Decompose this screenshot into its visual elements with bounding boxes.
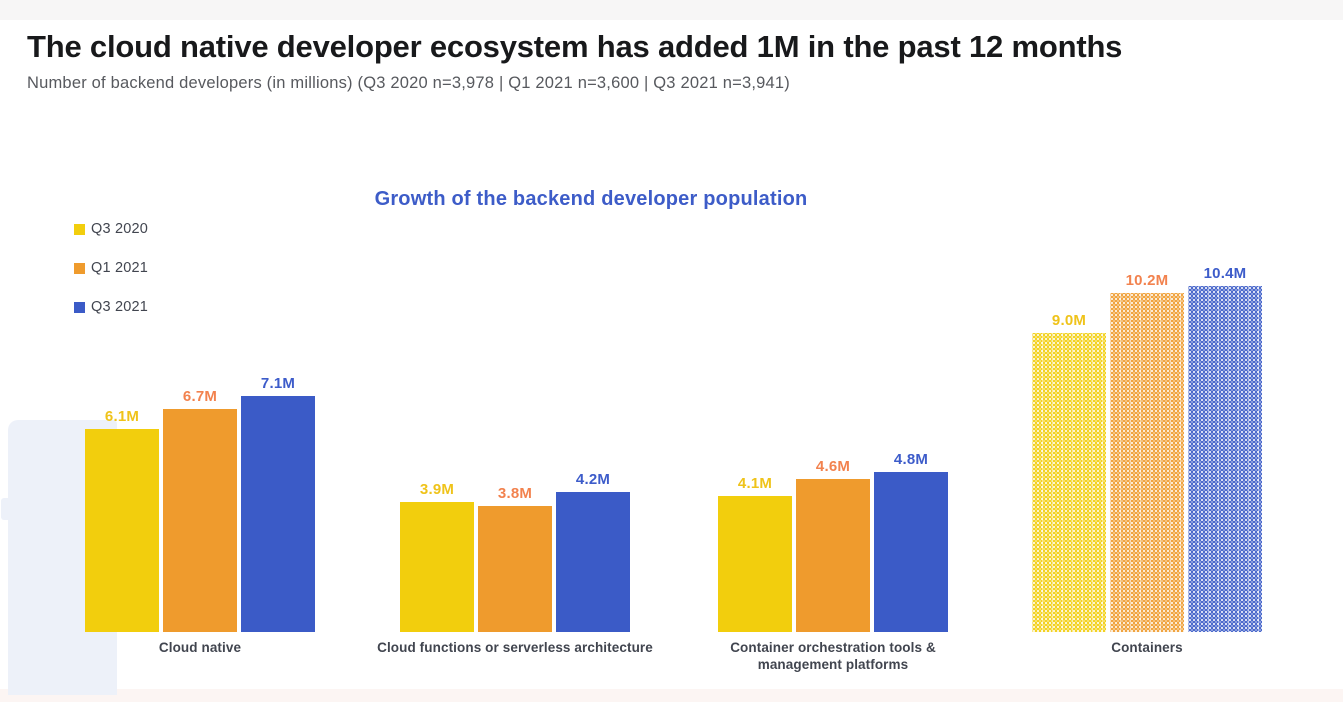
bar-value-label: 4.1M (737, 475, 773, 492)
bar-col-q1-2021-container-orchestration-tools-management-platforms: 4.6M (796, 458, 870, 632)
bar-col-q1-2021-cloud-native: 6.7M (163, 388, 237, 632)
bar-q3-2020-containers (1032, 333, 1106, 632)
page-title: The cloud native developer ecosystem has… (27, 29, 1123, 64)
bar-q3-2021-container-orchestration-tools-management-platforms (874, 472, 948, 632)
bar-value-label: 10.2M (1125, 272, 1169, 289)
bar-col-q3-2021-cloud-functions-or-serverless-architecture: 4.2M (556, 471, 630, 632)
page-subtitle: Number of backend developers (in million… (27, 73, 790, 92)
legend-item-q1-2021: Q1 2021 (74, 260, 148, 276)
bar-q3-2021-containers (1188, 286, 1262, 632)
bar-col-q3-2020-cloud-functions-or-serverless-architecture: 3.9M (400, 481, 474, 632)
bar-q3-2021-cloud-functions-or-serverless-architecture (556, 492, 630, 632)
bar-col-q3-2020-cloud-native: 6.1M (85, 408, 159, 632)
bar-value-label: 9.0M (1051, 312, 1087, 329)
bar-value-label: 4.6M (815, 458, 851, 475)
category-label-container-orchestration-tools-management-platforms: Container orchestration tools & manageme… (730, 640, 936, 672)
bar-q3-2020-container-orchestration-tools-management-platforms (718, 496, 792, 632)
bar-q1-2021-container-orchestration-tools-management-platforms (796, 479, 870, 632)
bar-col-q3-2021-cloud-native: 7.1M (241, 375, 315, 632)
bar-value-label: 10.4M (1203, 265, 1247, 282)
legend-item-q3-2021: Q3 2021 (74, 299, 148, 315)
bar-col-q1-2021-containers: 10.2M (1110, 272, 1184, 632)
bar-col-q3-2020-container-orchestration-tools-management-platforms: 4.1M (718, 475, 792, 632)
bar-group-container-orchestration-tools-management-platforms: 4.1M 4.6M 4.8M (718, 451, 948, 632)
watermark-digit-1-notch (1, 498, 11, 520)
bar-group-cloud-functions-or-serverless-architecture: 3.9M 3.8M 4.2M (400, 471, 630, 632)
category-label-containers: Containers (1111, 640, 1183, 655)
bar-col-q1-2021-cloud-functions-or-serverless-architecture: 3.8M (478, 485, 552, 632)
legend-swatch-q1-2021 (74, 262, 85, 274)
chart-legend: Q3 2020 Q1 2021 Q3 2021 (74, 221, 148, 315)
bar-value-label: 3.8M (497, 485, 533, 502)
chart-title: Growth of the backend developer populati… (374, 188, 808, 210)
bar-group-containers: 9.0M 10.2M 10.4M (1032, 265, 1262, 632)
legend-swatch-q3-2021 (74, 301, 85, 313)
bar-q3-2020-cloud-native (85, 429, 159, 632)
bar-value-label: 3.9M (419, 481, 455, 498)
legend-swatch-q3-2020 (74, 223, 85, 235)
bar-q1-2021-cloud-native (163, 409, 237, 632)
footer-strip (0, 689, 1343, 702)
bar-q1-2021-cloud-functions-or-serverless-architecture (478, 506, 552, 632)
legend-label: Q1 2021 (91, 260, 149, 276)
bar-value-label: 6.1M (104, 408, 140, 425)
bar-value-label: 4.2M (575, 471, 611, 488)
page-top-edge (0, 0, 1343, 20)
category-label-cloud-native: Cloud native (158, 640, 242, 655)
category-label-cloud-functions-or-serverless-architecture: Cloud functions or serverless architectu… (377, 640, 653, 655)
legend-label: Q3 2021 (91, 299, 149, 315)
bar-q1-2021-containers (1110, 293, 1184, 632)
bar-group-cloud-native: 6.1M 6.7M 7.1M (85, 375, 315, 632)
header: The cloud native developer ecosystem has… (27, 28, 1327, 93)
bar-col-q3-2021-containers: 10.4M (1188, 265, 1262, 632)
legend-item-q3-2020: Q3 2020 (74, 221, 148, 237)
bar-q3-2020-cloud-functions-or-serverless-architecture (400, 502, 474, 632)
legend-label: Q3 2020 (91, 221, 149, 237)
bar-col-q3-2021-container-orchestration-tools-management-platforms: 4.8M (874, 451, 948, 632)
bar-value-label: 4.8M (893, 451, 929, 468)
bar-value-label: 6.7M (182, 388, 218, 405)
bar-q3-2021-cloud-native (241, 396, 315, 632)
bar-col-q3-2020-containers: 9.0M (1032, 312, 1106, 632)
bar-value-label: 7.1M (260, 375, 296, 392)
